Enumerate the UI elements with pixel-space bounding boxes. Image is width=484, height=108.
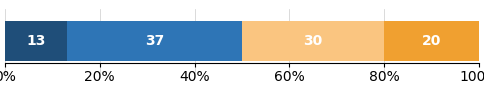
Bar [242,21,384,61]
Bar [384,21,479,61]
Text: 30: 30 [303,34,323,48]
Text: 37: 37 [145,34,164,48]
Text: 13: 13 [26,34,45,48]
Bar [66,21,242,61]
Bar [5,21,66,61]
Text: 20: 20 [422,34,441,48]
